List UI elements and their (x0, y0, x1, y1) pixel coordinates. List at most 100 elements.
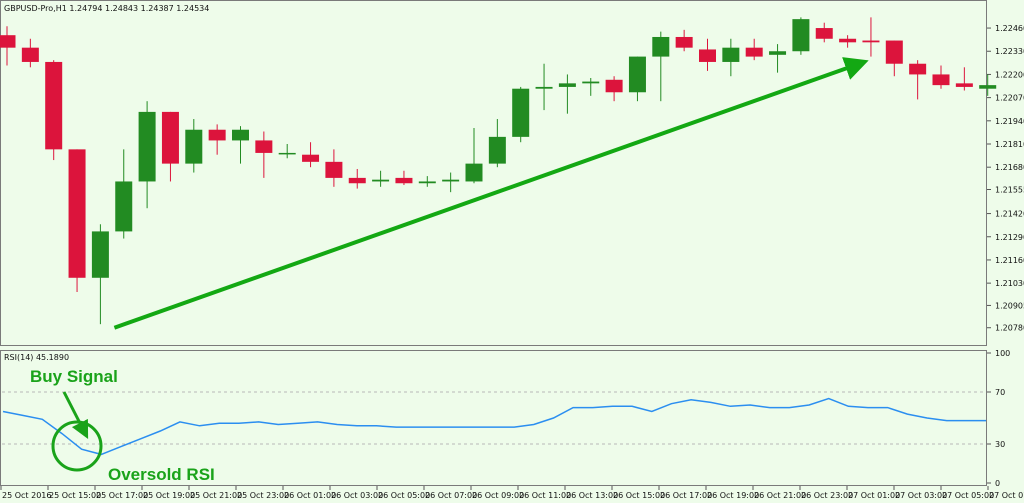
rsi-tick-label: 0 (995, 479, 1000, 488)
candle-body (115, 181, 133, 232)
candle-body (91, 231, 109, 278)
candle-body (278, 152, 296, 155)
price-tick-label: 1.21680 (995, 163, 1024, 172)
candle (582, 78, 600, 96)
price-tick-label: 1.22070 (995, 94, 1024, 103)
buy-signal-arrow (62, 391, 89, 440)
candle-body (418, 181, 436, 184)
time-tick-label: 25 Oct 23:00 (237, 491, 289, 500)
candle (21, 38, 39, 68)
candle (628, 56, 646, 102)
price-tick-label: 1.21555 (995, 185, 1024, 194)
candle-body (21, 47, 39, 62)
candle (161, 111, 179, 182)
candle-body (769, 51, 787, 55)
rsi-tick-label: 100 (995, 349, 1010, 358)
candle-body (395, 177, 413, 184)
candle (208, 124, 226, 155)
candle-body (68, 149, 86, 278)
candle-body (699, 49, 716, 62)
candle-body (0, 35, 16, 48)
candle-body (185, 129, 203, 164)
time-tick-label: 26 Oct 07:00 (425, 491, 477, 500)
candle-body (675, 36, 693, 48)
candle (745, 38, 763, 61)
time-tick-label: 25 Oct 2016 (2, 491, 51, 500)
candle (605, 76, 623, 102)
time-tick-label: 26 Oct 01:00 (284, 491, 336, 500)
candle-body (862, 40, 880, 43)
candle-body (909, 63, 927, 75)
candle-body (932, 74, 950, 86)
candle (185, 119, 203, 173)
candle-body (442, 179, 460, 182)
candle-body (465, 163, 483, 182)
candle-body (745, 47, 763, 57)
candle (255, 131, 273, 178)
price-axis: 1.22460 1.22330 1.22200 1.22070 1.21940 1.218… (987, 24, 1024, 333)
rsi-line (2, 397, 986, 456)
candle (348, 168, 366, 189)
candle-body (325, 161, 343, 178)
candle (115, 149, 133, 239)
price-tick-label: 1.20780 (995, 324, 1024, 333)
price-tick-label: 1.21940 (995, 117, 1024, 126)
time-tick-label: 26 Oct 19:00 (707, 491, 759, 500)
candle-body (955, 83, 973, 87)
candle (91, 224, 109, 325)
rsi-tick-label: 30 (995, 440, 1005, 449)
candle (558, 74, 576, 114)
candle (722, 38, 740, 77)
price-tick-label: 1.21290 (995, 233, 1024, 242)
time-tick-label: 26 Oct 13:00 (566, 491, 618, 500)
candle-body (161, 111, 179, 164)
time-tick-label: 26 Oct 21:00 (754, 491, 806, 500)
candle (372, 170, 390, 187)
rsi-series (2, 397, 986, 456)
candle-body (138, 111, 156, 182)
candle (932, 65, 950, 89)
candle (488, 119, 506, 168)
oversold-rsi-annotation: Oversold RSI (108, 465, 215, 484)
time-tick-label: 27 Oct 07:00 (989, 491, 1024, 500)
buy-signal-annotation: Buy Signal (30, 367, 118, 386)
price-tick-label: 1.21030 (995, 279, 1024, 288)
candle (232, 126, 249, 164)
time-tick-label: 26 Oct 15:00 (613, 491, 665, 500)
symbol-info-label: GBPUSD-Pro,H1 1.24794 1.24843 1.24387 1.… (4, 4, 209, 13)
candle-body (582, 81, 600, 84)
candle (769, 44, 787, 73)
price-tick-label: 1.21160 (995, 256, 1024, 265)
candle-body (45, 61, 63, 150)
price-tick-label: 1.21810 (995, 140, 1024, 149)
candle-body (652, 36, 670, 57)
candle (45, 60, 63, 161)
time-tick-label: 25 Oct 17:00 (96, 491, 148, 500)
uptrend-arrow-line (113, 57, 869, 330)
candle (909, 60, 927, 100)
candle (325, 149, 343, 187)
candle (418, 176, 436, 187)
candle (885, 40, 903, 77)
candle-body (979, 85, 997, 89)
candle (862, 17, 880, 57)
candle-body (558, 83, 576, 87)
trend-arrow (113, 57, 869, 330)
candle-body (488, 136, 506, 164)
time-tick-label: 26 Oct 09:00 (472, 491, 524, 500)
rsi-axis: 100 70 30 0 (987, 349, 1010, 488)
time-tick-label: 25 Oct 15:00 (49, 491, 101, 500)
time-tick-label: 27 Oct 01:00 (848, 491, 900, 500)
candle-body (792, 19, 810, 52)
candle-body (722, 47, 740, 62)
rsi-pane-frame (0, 350, 987, 486)
candle (302, 142, 320, 168)
oversold-circle (51, 420, 103, 472)
rsi-levels (2, 391, 986, 445)
time-tick-label: 25 Oct 19:00 (143, 491, 195, 500)
candle (675, 29, 693, 52)
candle (512, 86, 530, 143)
candle-body (839, 38, 857, 43)
